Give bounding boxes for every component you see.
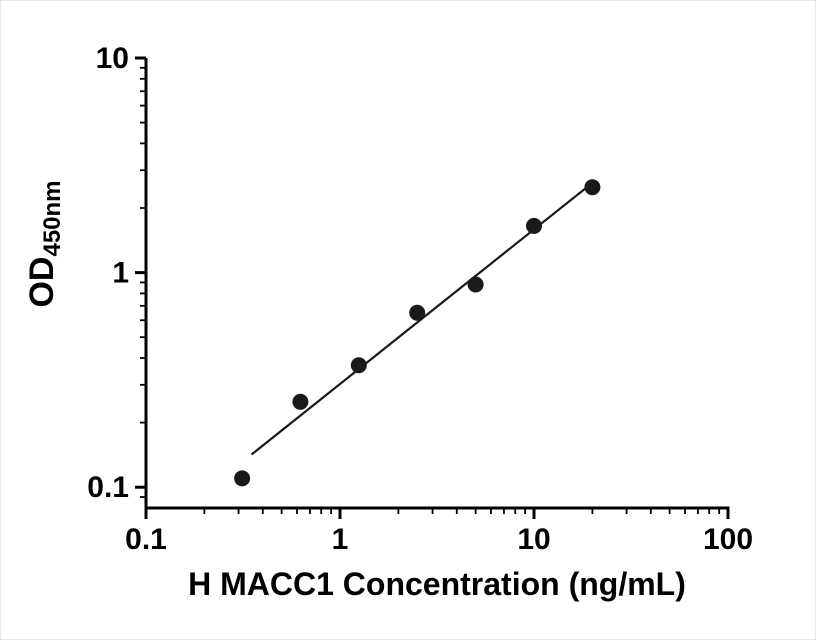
- axes: [144, 58, 730, 510]
- data-point: [526, 217, 542, 234]
- data-points: [234, 179, 601, 487]
- y-axis-title: OD450nm: [23, 180, 66, 307]
- x-tick-label: 0.1: [125, 523, 167, 556]
- y-tick-label: 1: [112, 257, 129, 290]
- data-point: [292, 393, 309, 410]
- major-ticks: 0.1 1 10 100 0.1 1 10: [87, 42, 753, 556]
- x-tick-label: 100: [703, 523, 753, 556]
- data-point: [350, 357, 367, 374]
- x-tick-label: 1: [332, 523, 349, 556]
- y-axis-title-subscript: 450nm: [39, 180, 66, 256]
- x-axis-title: H MACC1 Concentration (ng/mL): [188, 566, 686, 602]
- data-point: [234, 470, 251, 487]
- y-axis-title-main: OD: [23, 257, 61, 308]
- y-tick-label: 10: [96, 42, 129, 75]
- data-point: [467, 276, 484, 293]
- minor-ticks: [140, 66, 721, 514]
- data-point: [584, 179, 601, 196]
- data-point: [409, 304, 426, 321]
- x-tick-label: 10: [517, 523, 550, 556]
- y-tick-label: 0.1: [87, 471, 129, 504]
